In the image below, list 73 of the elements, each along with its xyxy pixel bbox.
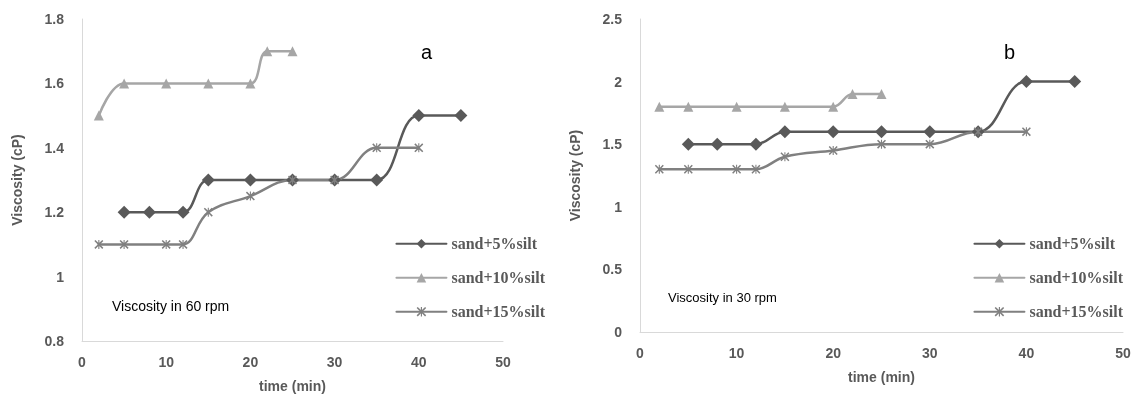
point xyxy=(454,109,468,123)
y-axis-title: Viscosity (cP) xyxy=(567,129,583,222)
point xyxy=(262,46,273,57)
x-axis-title: time (min) xyxy=(259,378,326,394)
y-tick-label: 1.4 xyxy=(44,139,65,156)
point xyxy=(201,173,215,187)
x-tick-label: 20 xyxy=(825,345,842,361)
point xyxy=(683,101,694,112)
point xyxy=(826,125,840,139)
point xyxy=(923,125,937,139)
point xyxy=(414,143,424,153)
x-tick-label: 0 xyxy=(636,345,645,361)
point xyxy=(1068,75,1082,89)
point xyxy=(245,78,256,89)
point xyxy=(749,137,763,151)
legend-label: sand+15%silt xyxy=(451,303,546,321)
point xyxy=(1019,75,1033,89)
x-tick-label: 30 xyxy=(326,354,343,370)
x-tick-label: 40 xyxy=(1018,345,1035,361)
x-tick-label: 0 xyxy=(78,354,87,370)
point xyxy=(875,125,888,139)
y-tick-label: 0.8 xyxy=(44,333,65,349)
point xyxy=(681,137,695,151)
point xyxy=(243,173,257,187)
legend-label: sand+10%silt xyxy=(451,269,546,287)
legend-label: sand+10%silt xyxy=(1029,269,1124,287)
x-axis-title: time (min) xyxy=(848,369,915,385)
x-tick-label: 10 xyxy=(728,345,745,361)
x-tick-label: 40 xyxy=(411,354,427,370)
point xyxy=(161,78,172,89)
legend-label: sand+15%silt xyxy=(1029,303,1124,321)
y-tick-label: 1 xyxy=(614,198,623,215)
y-tick-label: 1.2 xyxy=(44,204,65,221)
point xyxy=(93,110,104,121)
point xyxy=(1021,127,1031,137)
annotation: Viscosity in 60 rpm xyxy=(112,298,230,314)
x-tick-label: 50 xyxy=(495,354,511,370)
y-tick-label: 1.6 xyxy=(44,75,65,92)
x-tick-label: 50 xyxy=(1115,345,1131,361)
annotation: Viscosity in 30 rpm xyxy=(668,290,777,305)
point xyxy=(654,101,665,112)
point xyxy=(828,101,839,112)
y-tick-label: 2.5 xyxy=(602,11,623,27)
y-tick-label: 0 xyxy=(614,324,623,340)
point xyxy=(142,205,156,219)
point xyxy=(683,164,693,174)
annotation: a xyxy=(420,41,433,63)
y-axis-title: Viscosity (cP) xyxy=(9,134,25,226)
point xyxy=(287,46,298,57)
point xyxy=(117,205,131,219)
x-tick-label: 30 xyxy=(922,345,938,361)
point xyxy=(847,89,858,100)
point xyxy=(710,137,724,151)
y-tick-label: 0.5 xyxy=(602,261,623,278)
point xyxy=(176,205,190,219)
y-tick-label: 2 xyxy=(614,73,623,90)
point xyxy=(370,173,384,187)
legend-label: sand+5%silt xyxy=(1029,235,1116,253)
point xyxy=(119,78,130,89)
y-tick-label: 1.5 xyxy=(602,136,623,153)
point xyxy=(876,89,887,100)
point xyxy=(779,101,790,112)
y-tick-label: 1 xyxy=(56,268,65,285)
legend-label: sand+5%silt xyxy=(451,235,538,253)
point xyxy=(412,109,426,123)
point xyxy=(203,78,214,89)
point xyxy=(731,101,742,112)
y-tick-label: 1.8 xyxy=(44,11,65,27)
annotation: b xyxy=(1003,41,1015,63)
x-tick-label: 20 xyxy=(242,354,259,370)
point xyxy=(778,125,792,139)
x-tick-label: 10 xyxy=(158,354,175,370)
point xyxy=(925,139,935,149)
